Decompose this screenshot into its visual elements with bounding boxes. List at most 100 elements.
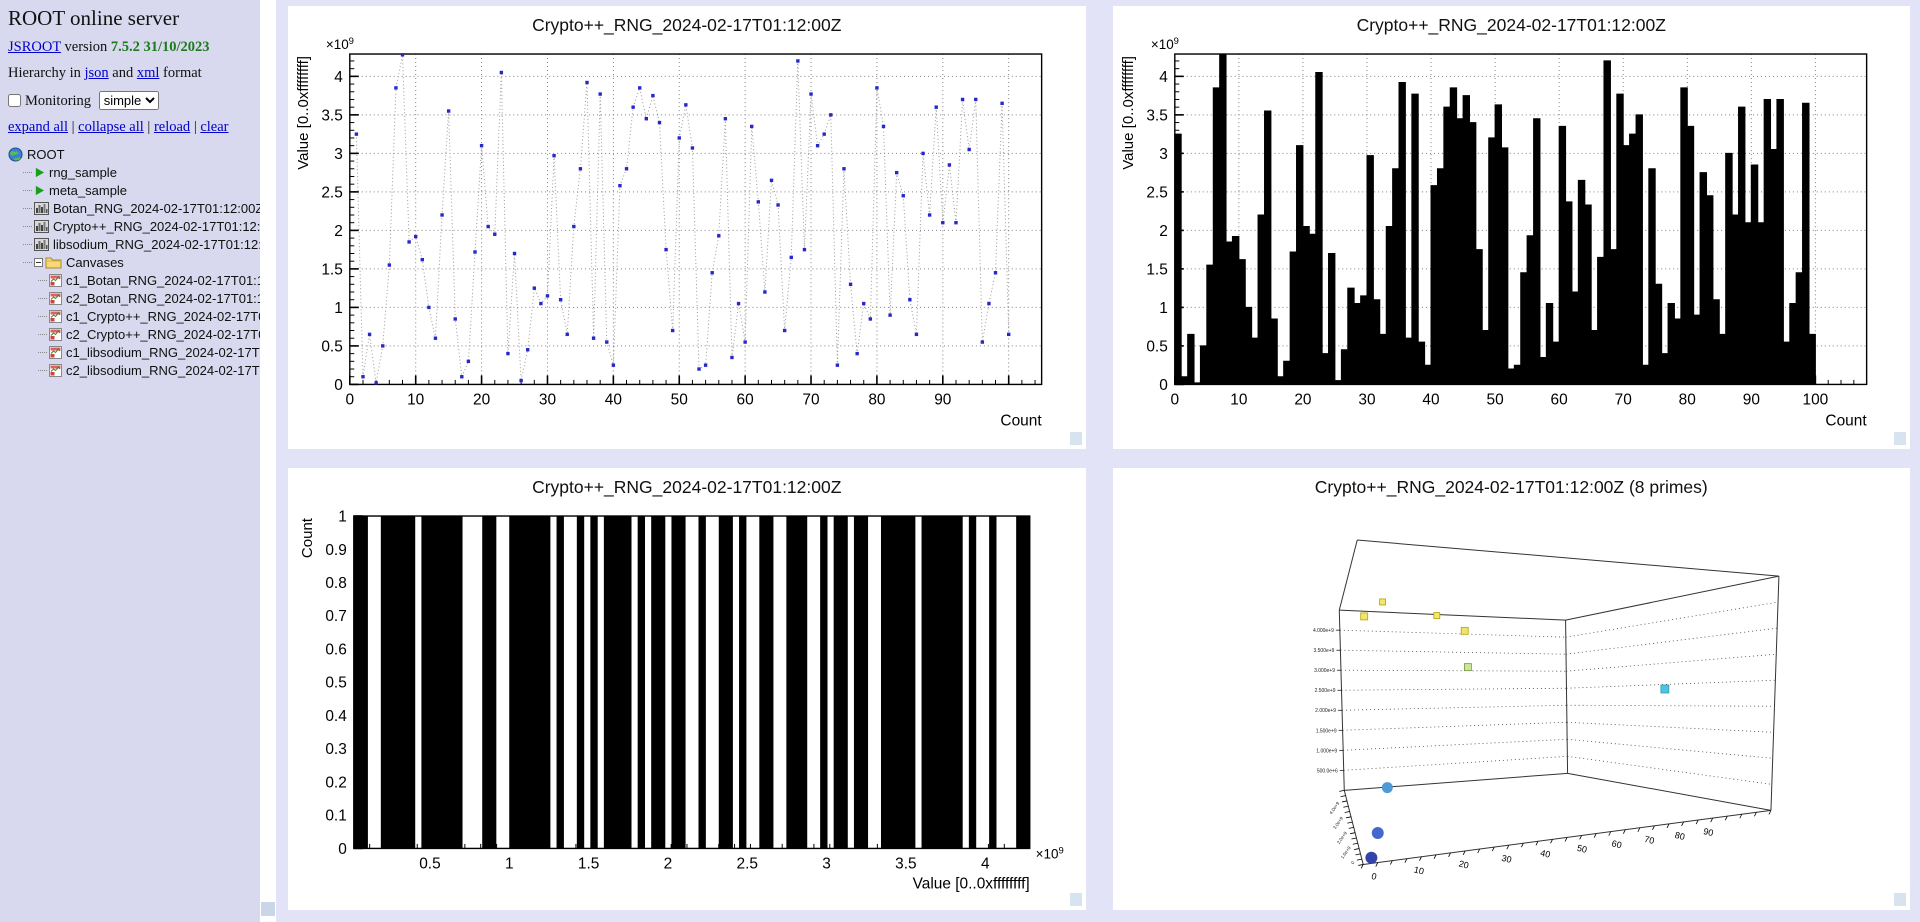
svg-text:4: 4 xyxy=(1159,69,1168,86)
resize-handle[interactable] xyxy=(1894,893,1906,906)
svg-text:100: 100 xyxy=(1802,391,1828,408)
tree-item-meta-sample[interactable]: meta_sample xyxy=(8,181,260,199)
tree-item-canvas-9[interactable]: c1_Crypto++_RNG_2024-02-17T01:12:00Z xyxy=(8,307,260,325)
svg-text:90: 90 xyxy=(1742,391,1759,408)
tree-item-canvas-11[interactable]: c1_libsodium_RNG_2024-02-17T01:12:00Z xyxy=(8,343,260,361)
bar-histogram-chart[interactable]: 0 10 20 30 40 50 60 70 80 90 100 0 0.5 1 1.5 2 2.5 3 3.5 4 ×… xyxy=(1113,36,1911,449)
svg-text:70: 70 xyxy=(1643,833,1655,845)
resize-handle[interactable] xyxy=(1069,893,1082,906)
svg-text:90: 90 xyxy=(934,391,951,408)
svg-text:2.5: 2.5 xyxy=(737,855,758,872)
tree-connector xyxy=(38,333,47,335)
svg-text:0.5: 0.5 xyxy=(321,338,342,355)
axes: 0 10 20 30 40 50 60 70 80 90 0 0.5 1 1.5 2 2.5 3 3.5 4 xyxy=(321,53,1043,408)
tree-connector xyxy=(23,189,32,191)
tree-item-label: rng_sample xyxy=(49,164,117,180)
tree-item-crypto-rng-2024-02-17t01-12-00[interactable]: Crypto++_RNG_2024-02-17T01:12:00Z xyxy=(8,217,260,235)
tree-connector xyxy=(38,279,47,281)
resize-handle[interactable] xyxy=(1894,431,1906,445)
panel-separator[interactable] xyxy=(260,0,276,922)
svg-text:20: 20 xyxy=(1457,858,1469,870)
svg-text:3.5: 3.5 xyxy=(1146,107,1167,124)
svg-text:0.2: 0.2 xyxy=(325,774,346,791)
tree-item-botan-rng-2024-02-17t01-12-00z[interactable]: Botan_RNG_2024-02-17T01:12:00Z xyxy=(8,199,260,217)
svg-text:×109: ×109 xyxy=(1150,36,1178,52)
svg-text:70: 70 xyxy=(802,391,819,408)
histogram-icon xyxy=(34,219,49,233)
tree-item-label: c2_libsodium_RNG_2024-02-17T01:12:00Z xyxy=(66,362,260,378)
xml-link[interactable]: xml xyxy=(136,65,160,81)
resize-handle[interactable] xyxy=(1069,431,1082,445)
scatter3d-chart[interactable]: 4.000e+9 3.500e+9 3.000e+9 2.500e+9 2.000e+9… xyxy=(1113,498,1911,911)
jsroot-link[interactable]: JSROOT xyxy=(8,39,61,55)
svg-text:60: 60 xyxy=(1550,391,1567,408)
3d-point xyxy=(1432,611,1440,619)
tree-item-label: c1_Botan_RNG_2024-02-17T01:12:00Z xyxy=(66,272,260,288)
folder-icon xyxy=(45,257,62,268)
scatter-chart[interactable]: 0 10 20 30 40 50 60 70 80 90 0 0.5 1 1.5 2 2.5 3 3.5 4 ×109… xyxy=(288,36,1086,449)
tree-item-canvas-8[interactable]: c2_Botan_RNG_2024-02-17T01:12:00Z xyxy=(8,289,260,307)
svg-text:60: 60 xyxy=(737,391,754,408)
tree-item-label: Canvases xyxy=(66,254,124,270)
svg-text:2: 2 xyxy=(334,223,343,240)
tree-connector xyxy=(23,171,32,173)
tree-item-label: Crypto++_RNG_2024-02-17T01:12:00Z xyxy=(53,218,260,234)
svg-text:2.0e+9: 2.0e+9 xyxy=(1335,830,1347,845)
expand-all-link[interactable]: expand all xyxy=(8,119,68,135)
version-text: version xyxy=(60,39,111,55)
tree-connector xyxy=(38,369,47,371)
axes: 0.5 1 1.5 2 2.5 3 3.5 4 0 0.1 0.2 0.3 0.4 0.5 0.6 0.7 0.… xyxy=(325,508,1031,872)
monitoring-interval-select[interactable]: simple xyxy=(98,91,159,110)
svg-text:0.1: 0.1 xyxy=(325,807,346,824)
svg-text:1: 1 xyxy=(338,508,347,525)
canvas-panel-2: Crypto++_RNG_2024-02-17T01:12:00Z 0 10 20 3… xyxy=(1112,6,1911,449)
tree-connector xyxy=(23,207,32,209)
tree-item-canvas-10[interactable]: c2_Crypto++_RNG_2024-02-17T01:12:00Z xyxy=(8,325,260,343)
reload-link[interactable]: reload xyxy=(153,119,191,135)
barcode-histogram-chart[interactable]: 0.5 1 1.5 2 2.5 3 3.5 4 0 0.1 0.2 0.3 0.4 0.5 0.6 0.7 0.… xyxy=(288,498,1086,911)
version-value: 7.5.2 31/10/2023 xyxy=(110,39,210,55)
svg-text:2.5: 2.5 xyxy=(1146,184,1167,201)
tree-item-label: c1_Crypto++_RNG_2024-02-17T01:12:00Z xyxy=(66,308,260,324)
svg-text:30: 30 xyxy=(539,391,556,408)
svg-text:30: 30 xyxy=(1358,391,1375,408)
json-link[interactable]: json xyxy=(84,65,109,81)
svg-text:2.500e+9: 2.500e+9 xyxy=(1314,688,1335,694)
tree-item-canvases[interactable]: Canvases xyxy=(8,253,260,271)
tree-item-root[interactable]: ROOT xyxy=(8,145,260,163)
3d-point xyxy=(1659,684,1669,693)
svg-text:Value [0..0xffffffff]: Value [0..0xffffffff] xyxy=(913,875,1030,892)
histogram-icon xyxy=(34,237,49,251)
svg-text:3: 3 xyxy=(1159,146,1168,163)
svg-text:50: 50 xyxy=(671,391,688,408)
scatter-series-line xyxy=(355,54,1010,384)
canvas-icon xyxy=(49,363,62,377)
tree-item-canvas-7[interactable]: c1_Botan_RNG_2024-02-17T01:12:00Z xyxy=(8,271,260,289)
svg-text:10: 10 xyxy=(1230,391,1247,408)
svg-text:2: 2 xyxy=(664,855,673,872)
collapse-expander-icon[interactable] xyxy=(34,257,43,267)
svg-text:0.3: 0.3 xyxy=(325,741,346,758)
tree-connector xyxy=(38,351,47,353)
monitoring-checkbox[interactable] xyxy=(8,94,21,107)
svg-text:Count: Count xyxy=(299,517,316,558)
clear-link[interactable]: clear xyxy=(200,119,229,135)
action-separator: | xyxy=(190,119,201,135)
tree-item-rng-sample[interactable]: rng_sample xyxy=(8,163,260,181)
canvas-icon xyxy=(49,309,62,323)
tree-item-canvas-12[interactable]: c2_libsodium_RNG_2024-02-17T01:12:00Z xyxy=(8,361,260,379)
svg-text:80: 80 xyxy=(1678,391,1695,408)
separator-grip[interactable] xyxy=(261,902,275,916)
tree-item-libsodium-rng-2024-02-17t01-12[interactable]: libsodium_RNG_2024-02-17T01:12:00Z xyxy=(8,235,260,253)
hierarchy-suffix: format xyxy=(159,65,202,81)
svg-text:Count: Count xyxy=(1825,412,1867,429)
svg-text:1.000e+9: 1.000e+9 xyxy=(1316,748,1337,754)
hierarchy-prefix: Hierarchy in xyxy=(8,65,85,81)
3d-point xyxy=(1381,781,1393,793)
svg-text:30: 30 xyxy=(1500,852,1512,864)
chart-title: Crypto++_RNG_2024-02-17T01:12:00Z xyxy=(532,15,842,35)
collapse-all-link[interactable]: collapse all xyxy=(78,119,144,135)
svg-text:Value [0..0xffffffff]: Value [0..0xffffffff] xyxy=(1119,56,1136,170)
svg-text:1.500e+9: 1.500e+9 xyxy=(1315,728,1336,734)
svg-text:70: 70 xyxy=(1614,391,1631,408)
